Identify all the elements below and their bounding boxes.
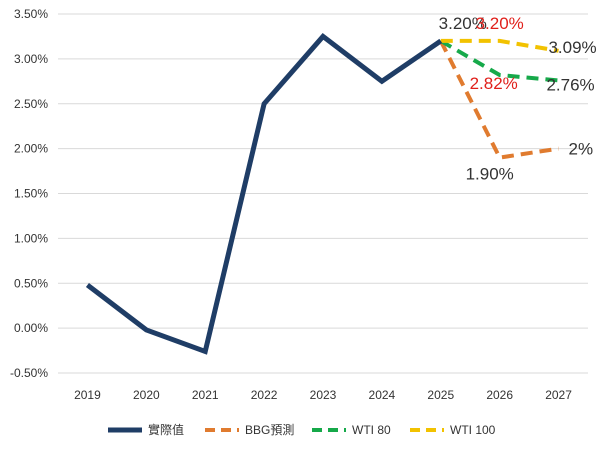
y-tick-label: 3.00% (14, 52, 48, 66)
data-label: 2.76% (546, 75, 594, 94)
series-line-0 (85, 33, 443, 355)
x-tick-label: 2024 (369, 388, 396, 402)
y-tick-label: 1.00% (14, 231, 48, 245)
y-tick-label: 0.50% (14, 276, 48, 290)
data-label: 2.82% (470, 74, 518, 93)
x-tick-label: 2027 (545, 388, 572, 402)
legend-label: BBG預測 (245, 423, 294, 437)
gridlines (58, 13, 588, 374)
y-tick-label: 2.50% (14, 97, 48, 111)
data-label: 3.20% (476, 14, 524, 33)
legend-label: WTI 80 (352, 423, 391, 437)
y-axis-ticks: -0.50% 0.00% 0.50% 1.00% 1.50% 2.00% 2.50% 3.00… (10, 7, 48, 380)
data-label: 3.09% (548, 38, 596, 57)
series-lines (85, 33, 559, 355)
y-tick-label: -0.50% (10, 366, 48, 380)
legend: 實際值 BBG預測 WTI 80 WTI 100 (108, 422, 496, 437)
series-line-3 (440, 38, 559, 53)
x-tick-label: 2025 (427, 388, 454, 402)
data-label: 3.20% (439, 14, 487, 33)
y-tick-label: 2.00% (14, 142, 48, 156)
data-label: 2% (569, 140, 594, 159)
x-tick-label: 2023 (310, 388, 337, 402)
legend-label: WTI 100 (450, 423, 496, 437)
data-labels: 3.20%3.20% 3.09% 2.82% 2.76% 1.90% 2% (439, 14, 597, 184)
x-axis-ticks: 2019 2020 2021 2022 2023 2024 2025 2026 2027 (74, 388, 572, 402)
y-tick-label: 1.50% (14, 187, 48, 201)
x-tick-label: 2021 (192, 388, 219, 402)
legend-label: 實際值 (148, 422, 184, 437)
y-tick-label: 3.50% (14, 7, 48, 21)
series-line-2 (439, 39, 559, 83)
x-tick-label: 2020 (133, 388, 160, 402)
x-tick-label: 2026 (486, 388, 513, 402)
data-label: 1.90% (466, 165, 514, 184)
x-tick-label: 2022 (251, 388, 278, 402)
x-tick-label: 2019 (74, 388, 101, 402)
y-tick-label: 0.00% (14, 321, 48, 335)
series-line-1 (438, 40, 559, 160)
